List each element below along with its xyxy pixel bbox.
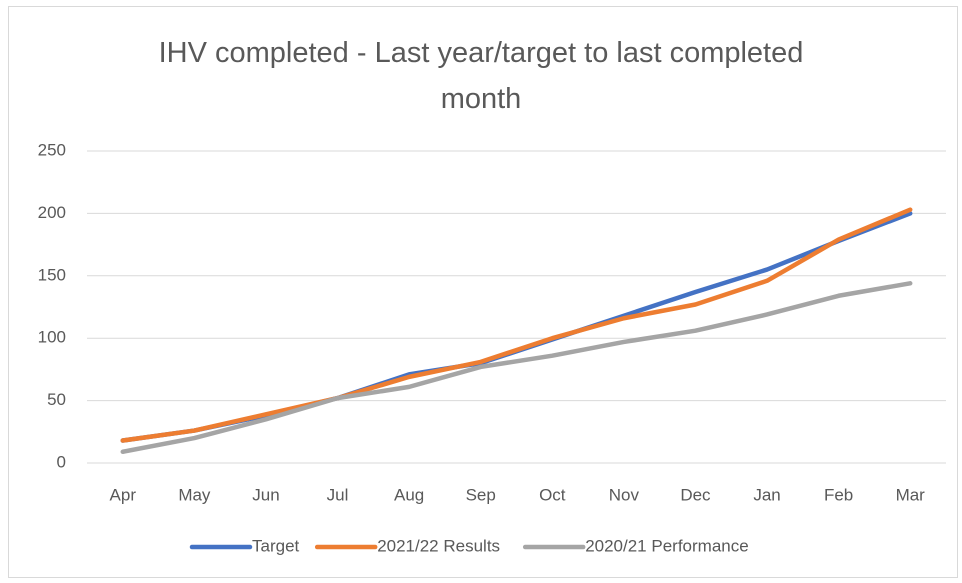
x-tick-label: May bbox=[178, 485, 211, 504]
x-tick-label: Oct bbox=[539, 485, 566, 504]
x-tick-label: Jan bbox=[753, 485, 780, 504]
x-tick-label: Jul bbox=[327, 485, 349, 504]
y-tick-label: 100 bbox=[38, 328, 66, 347]
x-tick-label: Jun bbox=[252, 485, 279, 504]
y-tick-label: 200 bbox=[38, 203, 66, 222]
y-tick-label: 250 bbox=[38, 140, 66, 159]
x-tick-label: Sep bbox=[466, 485, 496, 504]
series-line bbox=[120, 207, 913, 443]
chart-title: IHV completed - Last year/target to last… bbox=[158, 37, 804, 115]
legend-label: 2020/21 Performance bbox=[585, 536, 749, 555]
x-tick-label: Apr bbox=[110, 485, 137, 504]
series-line bbox=[120, 211, 913, 443]
legend-label: Target bbox=[252, 536, 300, 555]
series-line bbox=[120, 281, 913, 455]
x-tick-label: Aug bbox=[394, 485, 424, 504]
legend-label: 2021/22 Results bbox=[377, 536, 500, 555]
x-tick-label: Feb bbox=[824, 485, 853, 504]
chart-frame bbox=[8, 6, 958, 578]
y-tick-label: 0 bbox=[57, 452, 66, 471]
x-tick-label: Nov bbox=[609, 485, 640, 504]
x-tick-label: Mar bbox=[896, 485, 926, 504]
y-tick-label: 50 bbox=[47, 390, 66, 409]
x-tick-label: Dec bbox=[680, 485, 711, 504]
y-tick-label: 150 bbox=[38, 265, 66, 284]
